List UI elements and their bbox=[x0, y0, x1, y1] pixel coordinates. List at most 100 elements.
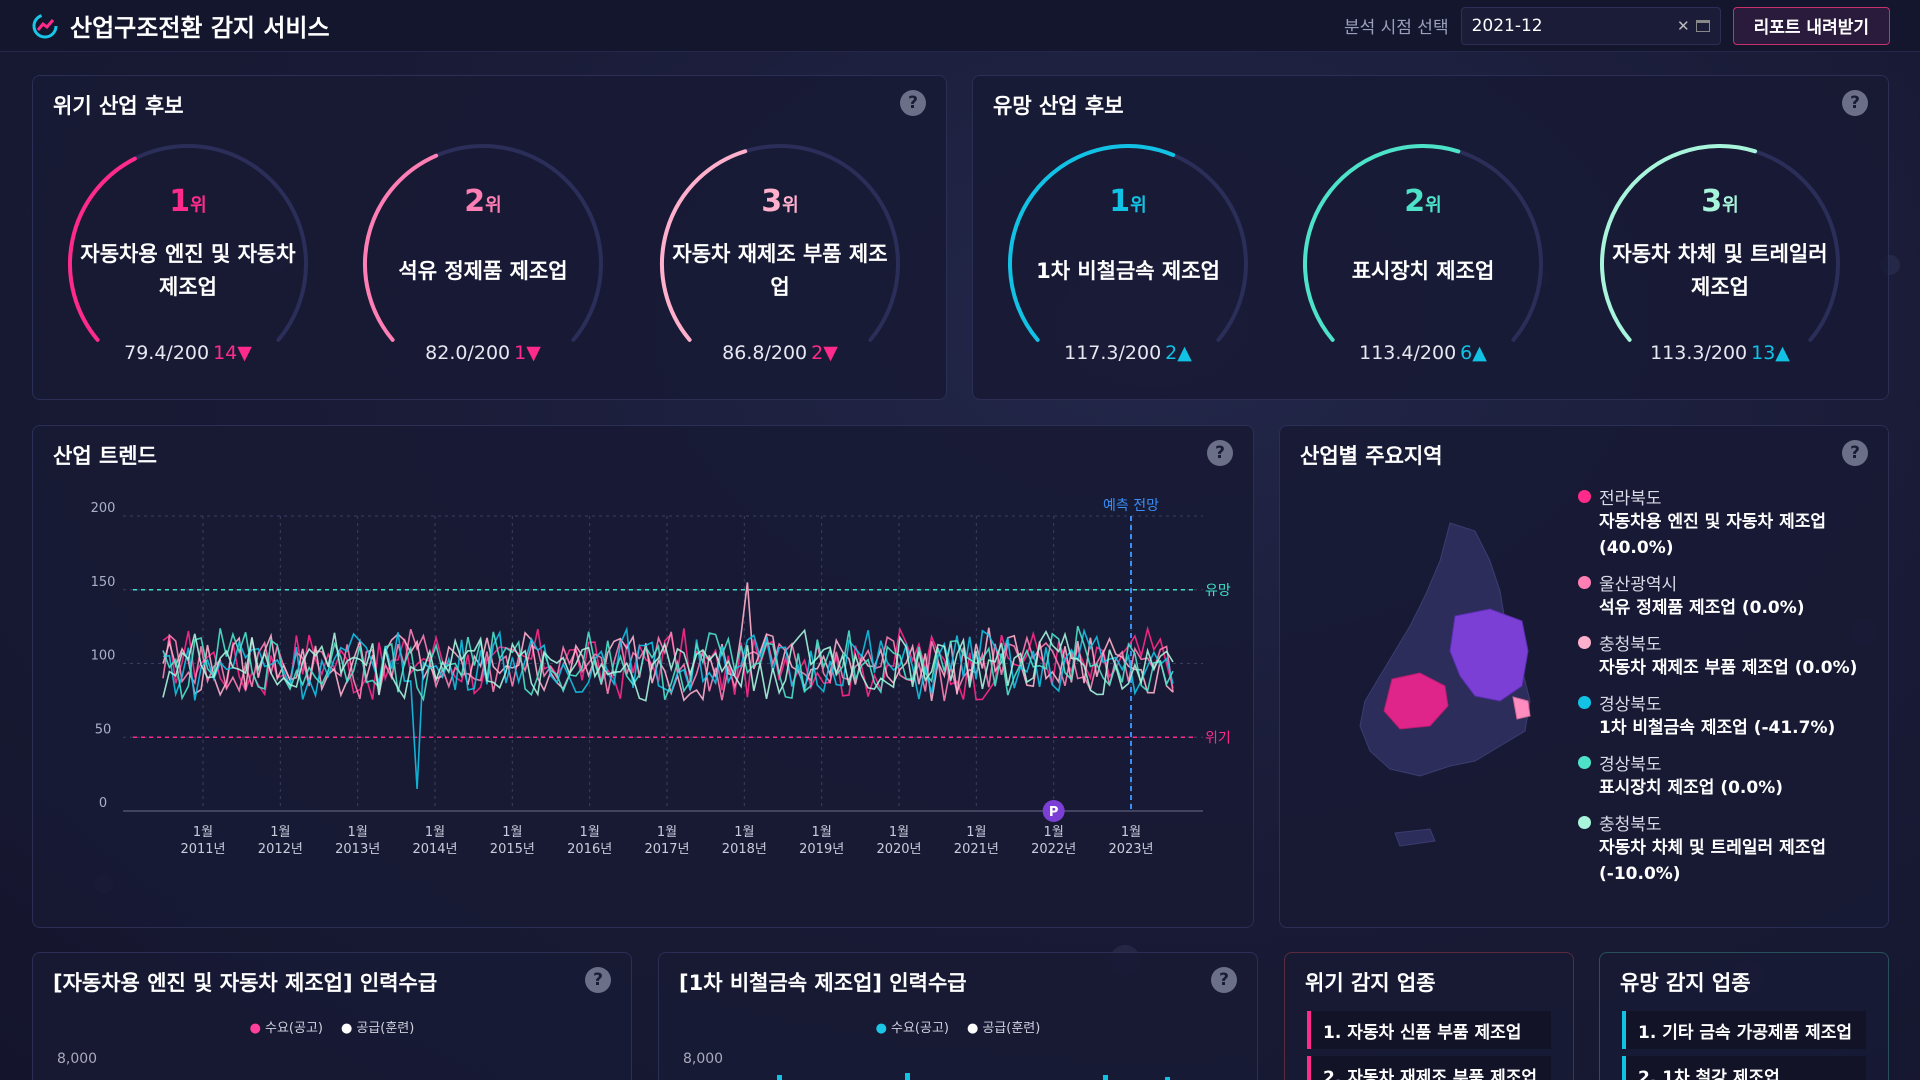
clear-icon[interactable]: ✕ bbox=[1677, 16, 1690, 35]
crisis-detect-item-2[interactable]: 2. 자동차 재제조 부품 제조업 bbox=[1307, 1056, 1551, 1080]
map-legend-item[interactable]: 충청북도 자동차 재제조 부품 제조업 (0.0%) bbox=[1578, 630, 1878, 681]
legend-industry: 자동차 차체 및 트레일러 제조업 (-10.0%) bbox=[1599, 838, 1826, 884]
industry-trend-panel: 산업 트렌드 ? 0 50 100 150 200 1월 2011년 1월 2012년 1월 201… bbox=[32, 425, 1254, 928]
help-icon[interactable]: ? bbox=[1842, 440, 1868, 466]
rank-up-icon: 2▲ bbox=[1165, 342, 1192, 364]
legend-region: 충청북도 bbox=[1599, 815, 1662, 835]
rank-up-icon: 6▲ bbox=[1460, 342, 1487, 364]
gauge-arc bbox=[660, 144, 900, 342]
app-title: 산업구조전환 감지 서비스 bbox=[70, 14, 330, 42]
chart-legend: 수요(공고) 공급(훈련) bbox=[659, 1017, 1257, 1036]
rank-down-icon: 2▼ bbox=[811, 342, 838, 364]
gauge-rank: 2위 bbox=[464, 184, 502, 219]
x-tick-year: 2018년 bbox=[722, 842, 767, 857]
legend-dot-icon bbox=[1578, 756, 1591, 769]
gauge-arc bbox=[68, 144, 308, 342]
y-tick-label: 100 bbox=[91, 649, 116, 664]
gauge-rank: 3위 bbox=[761, 184, 799, 219]
rank-down-icon: 14▼ bbox=[213, 342, 252, 364]
help-icon[interactable]: ? bbox=[1842, 90, 1868, 116]
x-tick-year: 2022년 bbox=[1031, 842, 1076, 857]
x-tick-year: 2021년 bbox=[954, 842, 999, 857]
help-icon[interactable]: ? bbox=[585, 967, 611, 993]
legend-supply: 공급(훈련) bbox=[341, 1017, 414, 1036]
gauge-score: 113.3/200 13▲ bbox=[1650, 342, 1790, 364]
legend-region: 충청북도 bbox=[1599, 635, 1662, 655]
legend-industry: 1차 비철금속 제조업 (-41.7%) bbox=[1599, 718, 1836, 738]
y-axis-max-label: 8,000 bbox=[57, 1051, 98, 1067]
industry-trend-chart[interactable]: 0 50 100 150 200 1월 2011년 1월 2012년 1월 2013년 1월 2014년… bbox=[33, 426, 1255, 929]
gauge-rank: 2위 bbox=[1404, 184, 1442, 219]
panel-title: 산업별 주요지역 bbox=[1300, 444, 1443, 468]
gauge-industry-name: 자동차 재제조 부품 제조업 bbox=[672, 242, 888, 299]
legend-dot-icon bbox=[1578, 490, 1591, 503]
gauge-score: 113.4/200 6▲ bbox=[1359, 342, 1487, 364]
panel-title: 유망 감지 업종 bbox=[1620, 971, 1751, 995]
map-region-jeju bbox=[1394, 828, 1436, 847]
x-tick-year: 2017년 bbox=[644, 842, 689, 857]
x-tick-month: 1월 bbox=[966, 825, 986, 840]
x-tick-month: 1월 bbox=[193, 825, 213, 840]
map-legend-item[interactable]: 울산광역시 석유 정제품 제조업 (0.0%) bbox=[1578, 570, 1878, 621]
x-tick-year: 2020년 bbox=[876, 842, 921, 857]
help-icon[interactable]: ? bbox=[1211, 967, 1237, 993]
map-legend-item[interactable]: 경상북도 1차 비철금속 제조업 (-41.7%) bbox=[1578, 690, 1878, 741]
legend-region: 전라북도 bbox=[1599, 489, 1662, 509]
trend-series-line bbox=[162, 628, 1174, 702]
panel-title: 산업 트렌드 bbox=[53, 444, 157, 468]
promising-detect-item-1[interactable]: 1. 기타 금속 가공제품 제조업 bbox=[1622, 1011, 1866, 1049]
y-tick-label: 150 bbox=[91, 575, 116, 590]
crisis-detect-item-1[interactable]: 1. 자동차 신품 부품 제조업 bbox=[1307, 1011, 1551, 1049]
forecast-label: 예측 전망 bbox=[1103, 498, 1159, 514]
promising-gauge-1[interactable]: 1위 1차 비철금속 제조업 117.3/200 2▲ bbox=[1003, 144, 1253, 374]
map-legend-item[interactable]: 전라북도 자동차용 엔진 및 자동차 제조업 (40.0%) bbox=[1578, 484, 1878, 561]
x-tick-year: 2019년 bbox=[799, 842, 844, 857]
promising-detection-panel: 유망 감지 업종 1. 기타 금속 가공제품 제조업 2. 1차 철강 제조업 bbox=[1599, 952, 1889, 1080]
legend-supply: 공급(훈련) bbox=[967, 1017, 1040, 1036]
legend-dot-icon bbox=[1578, 816, 1591, 829]
gauge-score: 117.3/200 2▲ bbox=[1064, 342, 1192, 364]
gauge-arc bbox=[1600, 144, 1840, 342]
crisis-gauge-1[interactable]: 1위 자동차용 엔진 및 자동차 제조업 79.4/200 14▼ bbox=[63, 144, 313, 374]
gauge-industry-name: 석유 정제품 제조업 bbox=[398, 258, 568, 283]
x-tick-year: 2011년 bbox=[180, 842, 225, 857]
map-region-gyeongbuk bbox=[1449, 608, 1529, 702]
download-report-button[interactable]: 리포트 내려받기 bbox=[1732, 6, 1890, 45]
map-legend: 전라북도 자동차용 엔진 및 자동차 제조업 (40.0%) 울산광역시 석유 정제품… bbox=[1578, 484, 1878, 896]
gauge-rank: 3위 bbox=[1701, 184, 1739, 219]
x-tick-month: 1월 bbox=[502, 825, 522, 840]
promising-gauge-2[interactable]: 2위 표시장치 제조업 113.4/200 6▲ bbox=[1298, 144, 1548, 374]
x-tick-month: 1월 bbox=[580, 825, 600, 840]
help-icon[interactable]: ? bbox=[1207, 440, 1233, 466]
app-header: 산업구조전환 감지 서비스 분석 시점 선택 2021-12 ✕ 리포트 내려받… bbox=[0, 0, 1920, 52]
gauge-arc bbox=[1303, 144, 1543, 342]
x-tick-year: 2014년 bbox=[412, 842, 457, 857]
x-tick-month: 1월 bbox=[1044, 825, 1064, 840]
legend-dot-icon bbox=[1578, 636, 1591, 649]
gauge-arc bbox=[363, 144, 603, 342]
map-legend-item[interactable]: 경상북도 표시장치 제조업 (0.0%) bbox=[1578, 750, 1878, 801]
gauge-score: 86.8/200 2▼ bbox=[722, 342, 838, 364]
trend-logo-icon bbox=[32, 13, 58, 38]
crisis-detection-panel: 위기 감지 업종 1. 자동차 신품 부품 제조업 2. 자동차 재제조 부품 … bbox=[1284, 952, 1574, 1080]
x-tick-month: 1월 bbox=[1121, 825, 1141, 840]
help-icon[interactable]: ? bbox=[900, 90, 926, 116]
chart-legend: 수요(공고) 공급(훈련) bbox=[33, 1017, 631, 1036]
gauge-industry-name: 자동차 차체 및 트레일러 제조업 bbox=[1612, 242, 1828, 299]
x-tick-month: 1월 bbox=[889, 825, 909, 840]
x-tick-year: 2015년 bbox=[490, 842, 535, 857]
promising-detect-item-2[interactable]: 2. 1차 철강 제조업 bbox=[1622, 1056, 1866, 1080]
workforce-supply-panel-1: [자동차용 엔진 및 자동차 제조업] 인력수급 ? 수요(공고) 공급(훈련)… bbox=[32, 952, 632, 1080]
x-tick-month: 1월 bbox=[270, 825, 290, 840]
calendar-icon[interactable] bbox=[1695, 19, 1710, 32]
legend-industry: 표시장치 제조업 (0.0%) bbox=[1599, 778, 1784, 798]
date-picker-input[interactable]: 2021-12 ✕ bbox=[1460, 6, 1721, 45]
crisis-gauge-2[interactable]: 2위 석유 정제품 제조업 82.0/200 1▼ bbox=[358, 144, 608, 374]
period-marker bbox=[1042, 800, 1065, 822]
x-tick-month: 1월 bbox=[657, 825, 677, 840]
trend-series-line bbox=[162, 625, 1174, 702]
korea-map[interactable] bbox=[1300, 501, 1600, 901]
